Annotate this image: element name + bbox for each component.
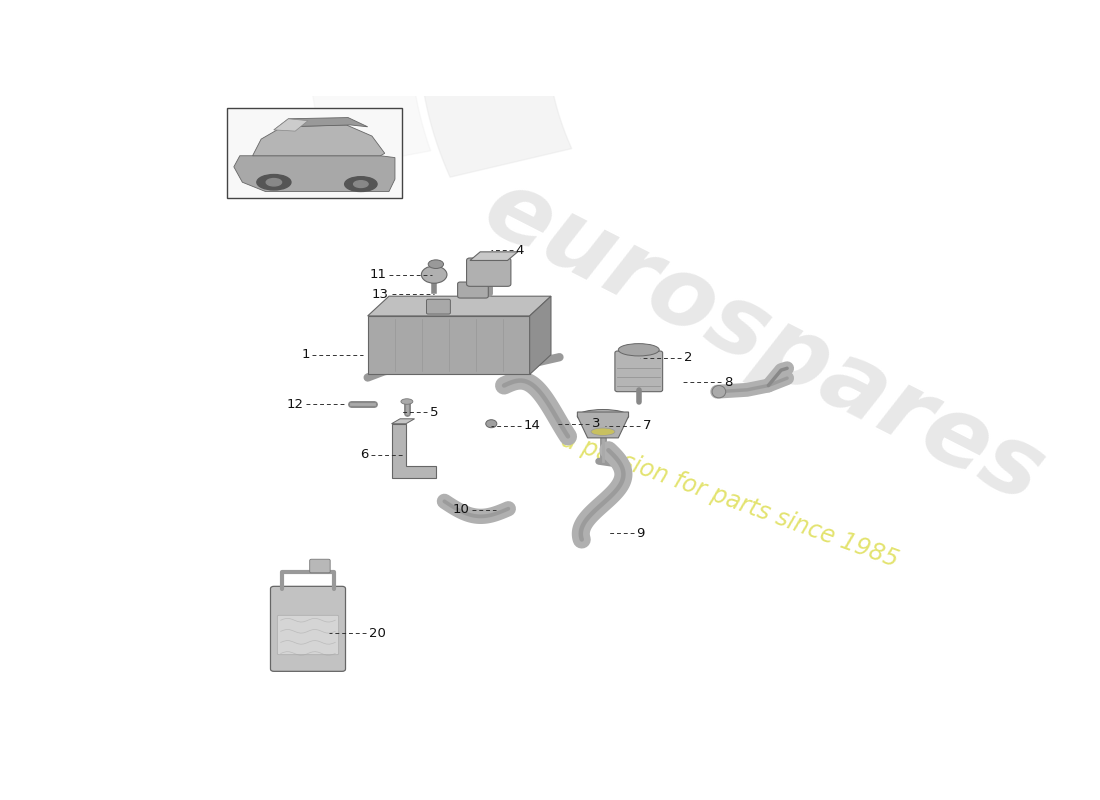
Text: 11: 11 (370, 268, 386, 281)
Polygon shape (530, 296, 551, 374)
Polygon shape (234, 156, 395, 191)
Ellipse shape (712, 386, 726, 398)
Text: 9: 9 (636, 527, 645, 540)
Text: 1: 1 (301, 348, 310, 362)
Text: 10: 10 (452, 503, 469, 517)
FancyBboxPatch shape (466, 258, 510, 286)
Text: 8: 8 (724, 376, 733, 389)
Text: 2: 2 (684, 351, 693, 364)
Text: 4: 4 (515, 243, 524, 257)
Polygon shape (578, 412, 628, 438)
FancyBboxPatch shape (277, 615, 339, 654)
Ellipse shape (618, 344, 659, 356)
Ellipse shape (591, 428, 615, 435)
Ellipse shape (578, 410, 628, 423)
Polygon shape (308, 0, 646, 170)
Ellipse shape (256, 174, 292, 190)
Polygon shape (470, 252, 518, 261)
Ellipse shape (400, 398, 412, 404)
Text: 12: 12 (287, 398, 304, 410)
Bar (227, 108, 402, 198)
Bar (367, 316, 530, 374)
Text: 7: 7 (644, 419, 651, 432)
Polygon shape (367, 296, 551, 316)
FancyBboxPatch shape (458, 282, 488, 298)
Ellipse shape (266, 178, 282, 186)
Polygon shape (274, 118, 308, 131)
Polygon shape (392, 418, 415, 424)
Text: 20: 20 (368, 626, 385, 640)
FancyBboxPatch shape (310, 559, 330, 573)
Text: 3: 3 (592, 418, 601, 430)
Text: 13: 13 (372, 288, 389, 301)
Ellipse shape (421, 266, 447, 283)
Text: a passion for parts since 1985: a passion for parts since 1985 (558, 427, 902, 572)
Polygon shape (392, 424, 436, 478)
Polygon shape (419, 0, 784, 177)
FancyBboxPatch shape (271, 586, 345, 671)
Polygon shape (253, 125, 385, 156)
Text: 6: 6 (360, 448, 368, 461)
Ellipse shape (344, 177, 377, 191)
FancyBboxPatch shape (427, 299, 450, 314)
Ellipse shape (353, 181, 369, 187)
Text: 5: 5 (430, 406, 439, 418)
Text: 14: 14 (524, 419, 540, 432)
FancyBboxPatch shape (615, 351, 662, 392)
Ellipse shape (486, 420, 497, 428)
Polygon shape (274, 118, 367, 130)
Text: eurospares: eurospares (469, 162, 1059, 523)
Ellipse shape (428, 260, 443, 269)
